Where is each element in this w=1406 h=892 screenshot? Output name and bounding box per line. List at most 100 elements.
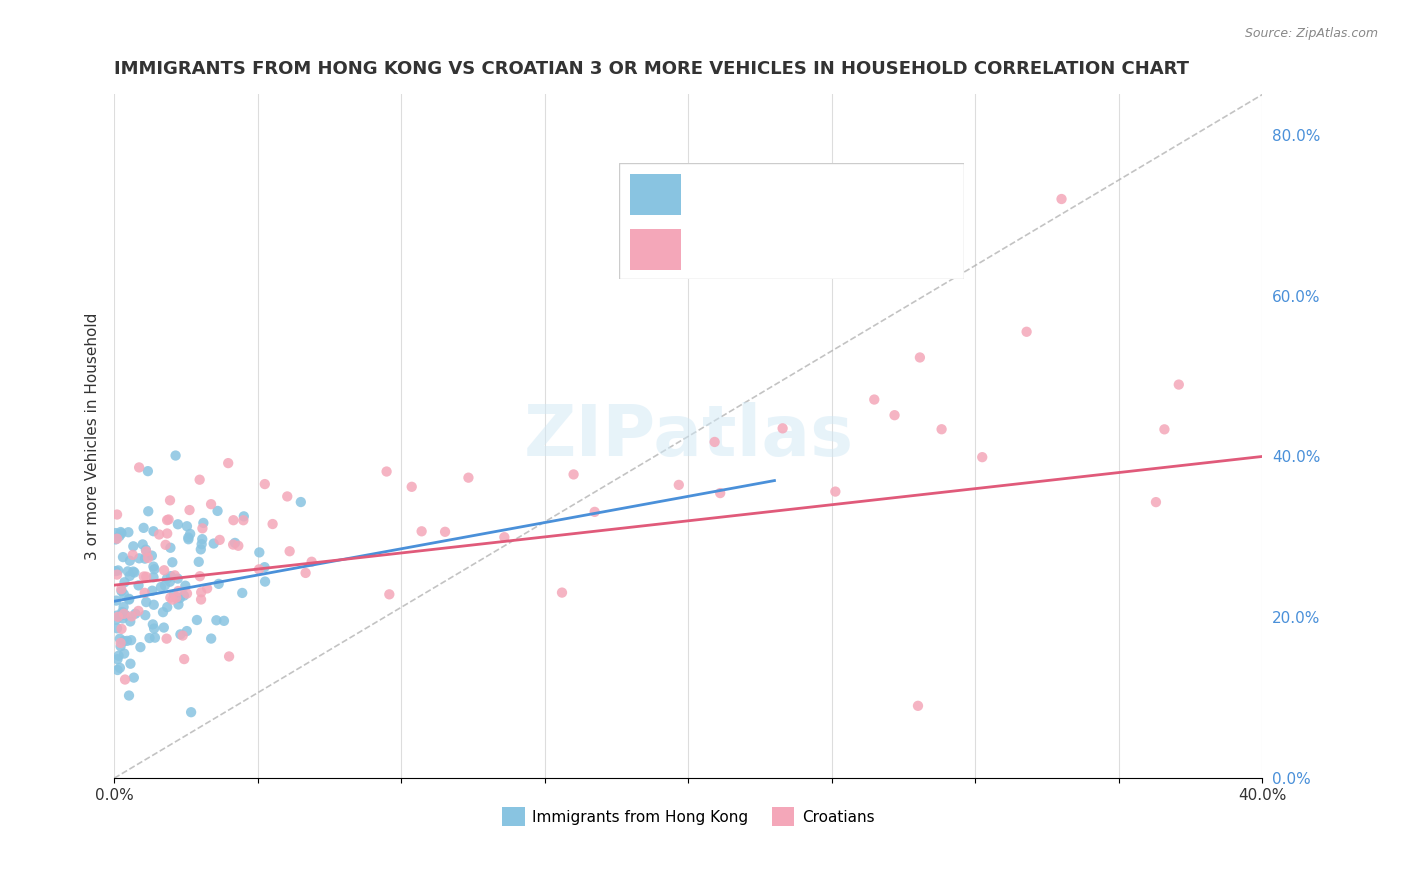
- Immigrants from Hong Kong: [110, 584, 132, 599]
- Immigrants from Hong Kong: [253, 560, 276, 574]
- Croatians: [301, 555, 323, 569]
- Croatians: [112, 607, 135, 621]
- Immigrants from Hong Kong: [176, 624, 198, 638]
- Croatians: [1167, 377, 1189, 392]
- Immigrants from Hong Kong: [141, 549, 163, 563]
- Immigrants from Hong Kong: [108, 632, 131, 646]
- Immigrants from Hong Kong: [142, 559, 165, 574]
- Croatians: [135, 570, 157, 584]
- Immigrants from Hong Kong: [132, 521, 155, 535]
- Croatians: [121, 548, 143, 562]
- Croatians: [172, 629, 194, 643]
- Immigrants from Hong Kong: [224, 536, 246, 550]
- Croatians: [162, 592, 184, 607]
- Immigrants from Hong Kong: [107, 563, 129, 577]
- Croatians: [127, 604, 149, 618]
- Immigrants from Hong Kong: [117, 525, 139, 540]
- Croatians: [668, 478, 690, 492]
- Immigrants from Hong Kong: [254, 574, 277, 589]
- Immigrants from Hong Kong: [112, 587, 135, 601]
- Immigrants from Hong Kong: [118, 689, 141, 703]
- Croatians: [226, 539, 249, 553]
- Immigrants from Hong Kong: [186, 613, 208, 627]
- Immigrants from Hong Kong: [174, 579, 197, 593]
- Immigrants from Hong Kong: [104, 533, 127, 547]
- Croatians: [134, 586, 156, 600]
- Immigrants from Hong Kong: [177, 531, 200, 545]
- Immigrants from Hong Kong: [180, 705, 202, 719]
- Immigrants from Hong Kong: [108, 661, 131, 675]
- Croatians: [155, 538, 177, 552]
- Immigrants from Hong Kong: [152, 605, 174, 619]
- Immigrants from Hong Kong: [212, 614, 235, 628]
- Immigrants from Hong Kong: [208, 577, 231, 591]
- Immigrants from Hong Kong: [163, 587, 186, 601]
- Immigrants from Hong Kong: [111, 606, 134, 620]
- Immigrants from Hong Kong: [124, 607, 146, 621]
- Croatians: [105, 508, 128, 522]
- Immigrants from Hong Kong: [117, 565, 139, 579]
- Immigrants from Hong Kong: [122, 539, 145, 553]
- Immigrants from Hong Kong: [114, 608, 136, 623]
- Immigrants from Hong Kong: [104, 564, 127, 578]
- Immigrants from Hong Kong: [136, 464, 159, 478]
- Immigrants from Hong Kong: [138, 631, 160, 645]
- Immigrants from Hong Kong: [205, 613, 228, 627]
- Croatians: [188, 569, 211, 583]
- Croatians: [703, 434, 725, 449]
- Y-axis label: 3 or more Vehicles in Household: 3 or more Vehicles in Household: [86, 312, 100, 560]
- Croatians: [276, 490, 298, 504]
- Immigrants from Hong Kong: [159, 541, 181, 555]
- Immigrants from Hong Kong: [193, 516, 215, 530]
- Croatians: [157, 512, 180, 526]
- Immigrants from Hong Kong: [110, 524, 132, 539]
- Immigrants from Hong Kong: [179, 527, 201, 541]
- Croatians: [247, 562, 270, 576]
- Immigrants from Hong Kong: [110, 608, 132, 623]
- Immigrants from Hong Kong: [118, 592, 141, 607]
- Immigrants from Hong Kong: [169, 591, 191, 606]
- Immigrants from Hong Kong: [105, 613, 128, 627]
- Immigrants from Hong Kong: [111, 550, 134, 565]
- Croatians: [114, 673, 136, 687]
- Immigrants from Hong Kong: [128, 551, 150, 566]
- Croatians: [159, 493, 181, 508]
- Legend: Immigrants from Hong Kong, Croatians: Immigrants from Hong Kong, Croatians: [496, 801, 880, 832]
- Immigrants from Hong Kong: [122, 671, 145, 685]
- Croatians: [494, 530, 516, 544]
- Immigrants from Hong Kong: [173, 589, 195, 603]
- Immigrants from Hong Kong: [153, 621, 176, 635]
- Croatians: [583, 505, 606, 519]
- Immigrants from Hong Kong: [149, 580, 172, 594]
- Immigrants from Hong Kong: [120, 633, 142, 648]
- Croatians: [153, 563, 176, 577]
- Croatians: [931, 422, 953, 436]
- Text: IMMIGRANTS FROM HONG KONG VS CROATIAN 3 OR MORE VEHICLES IN HOUSEHOLD CORRELATIO: IMMIGRANTS FROM HONG KONG VS CROATIAN 3 …: [114, 60, 1189, 78]
- Immigrants from Hong Kong: [135, 595, 157, 609]
- Immigrants from Hong Kong: [200, 632, 222, 646]
- Croatians: [434, 524, 457, 539]
- Croatians: [188, 473, 211, 487]
- Immigrants from Hong Kong: [159, 574, 181, 589]
- Immigrants from Hong Kong: [167, 517, 190, 532]
- Immigrants from Hong Kong: [112, 599, 135, 614]
- Immigrants from Hong Kong: [143, 631, 166, 645]
- Text: Source: ZipAtlas.com: Source: ZipAtlas.com: [1244, 27, 1378, 40]
- Immigrants from Hong Kong: [169, 627, 191, 641]
- Croatians: [378, 587, 401, 601]
- Croatians: [208, 533, 231, 547]
- Croatians: [1153, 422, 1175, 436]
- Croatians: [222, 538, 245, 552]
- Croatians: [772, 421, 794, 435]
- Croatians: [135, 544, 157, 558]
- Immigrants from Hong Kong: [142, 570, 165, 584]
- Croatians: [863, 392, 886, 407]
- Immigrants from Hong Kong: [166, 572, 188, 586]
- Immigrants from Hong Kong: [142, 598, 165, 612]
- Croatians: [200, 497, 222, 511]
- Immigrants from Hong Kong: [207, 504, 229, 518]
- Immigrants from Hong Kong: [105, 608, 128, 623]
- Immigrants from Hong Kong: [190, 542, 212, 557]
- Immigrants from Hong Kong: [162, 555, 184, 569]
- Immigrants from Hong Kong: [143, 562, 166, 576]
